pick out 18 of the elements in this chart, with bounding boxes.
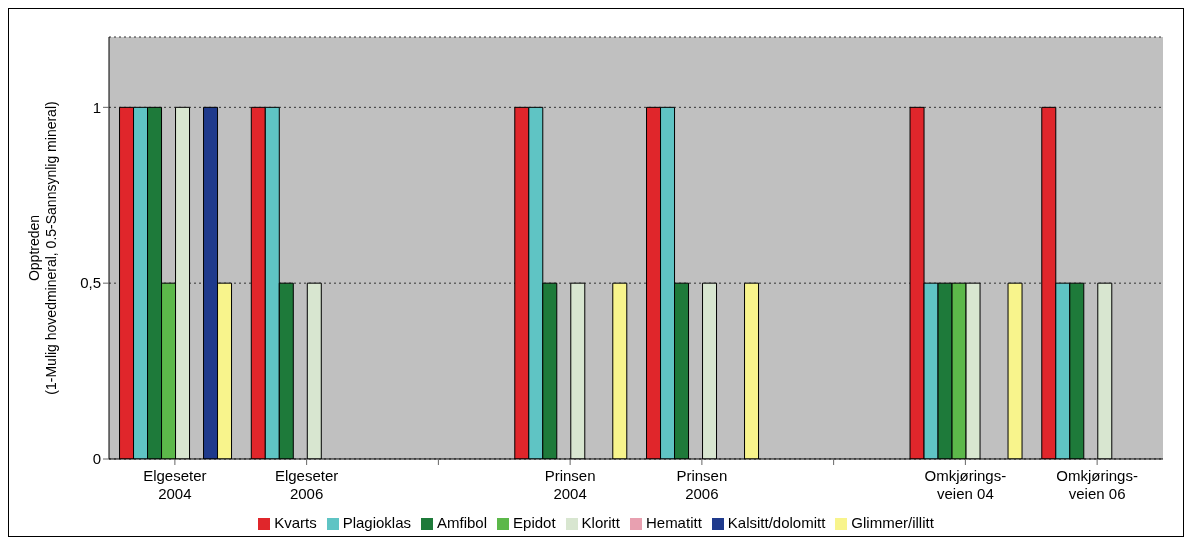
legend-label: Amfibol (437, 514, 488, 531)
x-tick-label: Elgeseter 2004 (143, 467, 207, 502)
x-tick-label: Prinsen 2006 (676, 467, 728, 502)
legend-label: Plagioklas (342, 514, 412, 531)
x-tick-label: Prinsen 2004 (544, 467, 596, 502)
legend-label: Epidot (513, 514, 556, 531)
y-tick-label: 0,5 (80, 274, 101, 292)
legend-label: Glimmer/illitt (851, 514, 934, 531)
legend-label: Kvarts (274, 514, 317, 531)
legend-label: Kalsitt/dolomitt (727, 514, 826, 531)
x-tick-label: Omkjørings- veien 06 (1056, 467, 1138, 502)
legend-label: Kloritt (581, 514, 620, 531)
x-tick-label: Omkjørings- veien 04 (924, 467, 1007, 502)
y-axis-title: Opptreden (1-Mulig hovedmineral, 0.5-Sannsynlig mineral) (26, 101, 59, 395)
x-tick-label: Elgeseter 2006 (274, 467, 339, 502)
y-tick-label: 0 (92, 450, 101, 468)
y-tick-label: 1 (92, 98, 101, 116)
legend-label: Hematitt (645, 514, 702, 531)
